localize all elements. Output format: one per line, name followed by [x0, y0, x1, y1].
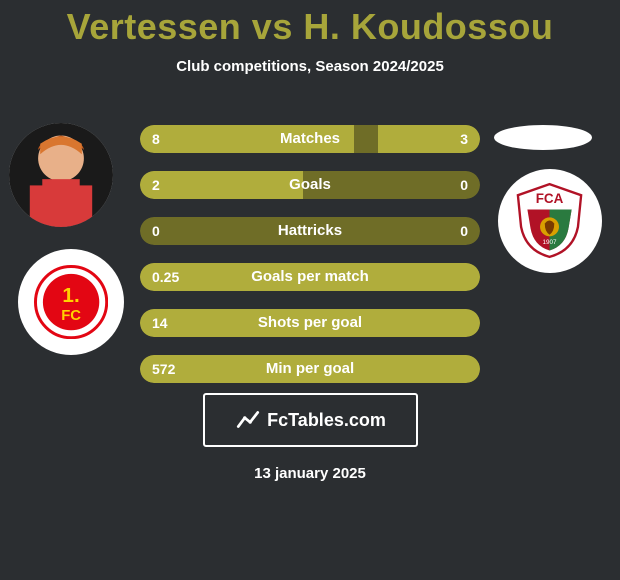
stat-label: Goals — [140, 171, 480, 199]
svg-text:1907: 1907 — [543, 240, 558, 247]
stat-label: Goals per match — [140, 263, 480, 291]
stat-row: 00Hattricks — [140, 217, 480, 245]
subtitle: Club competitions, Season 2024/2025 — [0, 58, 620, 75]
stat-label: Shots per goal — [140, 309, 480, 337]
stat-row: 0.25Goals per match — [140, 263, 480, 291]
left-club-code: FC — [61, 308, 81, 324]
left-player-avatar — [9, 123, 113, 227]
club-crest-icon: FCA 1907 — [510, 181, 589, 260]
person-icon — [9, 123, 113, 227]
right-club-code: FCA — [536, 192, 564, 207]
left-club-badge: 1. FC — [18, 249, 124, 355]
page-title: Vertessen vs H. Koudossou — [0, 0, 620, 48]
stat-bars: 83Matches 20Goals 00Hattricks 0.25Goals per… — [140, 125, 480, 401]
right-player-avatar — [494, 125, 592, 150]
brand-text: FcTables.com — [267, 410, 386, 431]
stat-label: Min per goal — [140, 355, 480, 383]
brand-box[interactable]: FcTables.com — [203, 393, 418, 447]
stat-row: 20Goals — [140, 171, 480, 199]
stat-row: 14Shots per goal — [140, 309, 480, 337]
date-text: 13 january 2025 — [0, 465, 620, 482]
stat-label: Matches — [140, 125, 480, 153]
svg-text:1.: 1. — [62, 284, 79, 307]
right-club-badge: FCA 1907 — [498, 169, 602, 273]
club-crest-icon: 1. FC — [34, 265, 108, 339]
logo-icon — [235, 407, 261, 433]
stat-row: 83Matches — [140, 125, 480, 153]
stat-label: Hattricks — [140, 217, 480, 245]
stat-row: 572Min per goal — [140, 355, 480, 383]
